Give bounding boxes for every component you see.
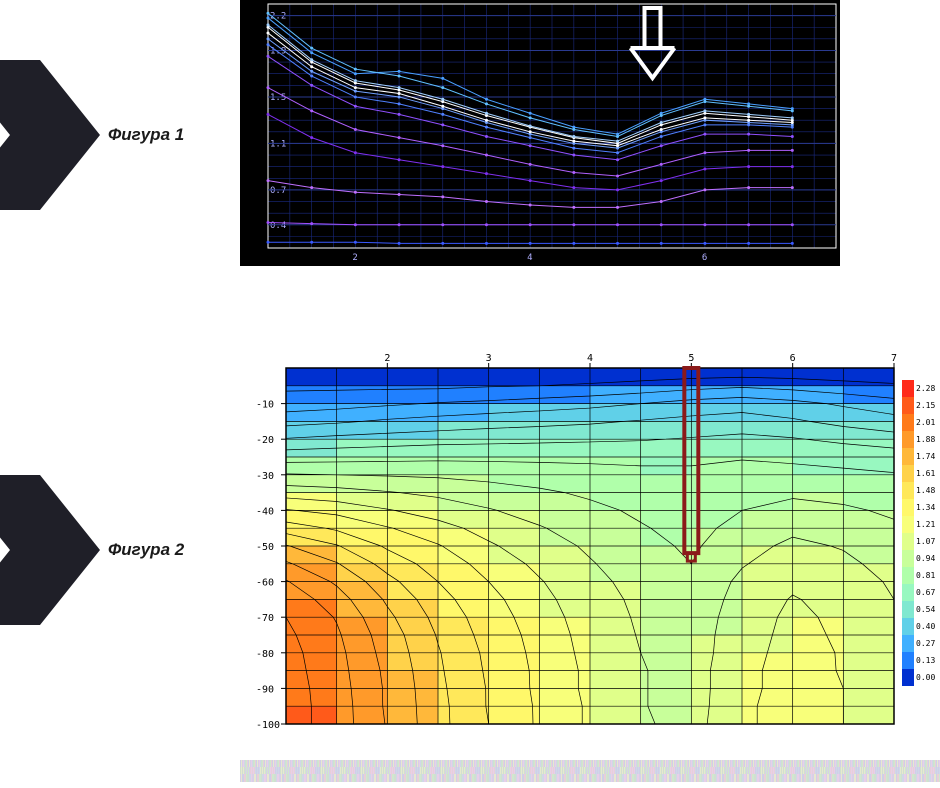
- svg-text:-20: -20: [256, 435, 274, 446]
- legend-value: 0.54: [914, 605, 935, 614]
- legend-row: 2.01: [902, 414, 938, 431]
- legend-row: 0.81: [902, 567, 938, 584]
- legend-row: 0.40: [902, 618, 938, 635]
- legend-value: 0.13: [914, 656, 935, 665]
- figure2-legend: 2.28 2.15 2.01 1.88 1.74 1.61 1.48 1.34 …: [902, 380, 938, 686]
- svg-text:6: 6: [702, 253, 707, 263]
- svg-text:2: 2: [384, 353, 390, 364]
- legend-value: 0.94: [914, 554, 935, 563]
- legend-value: 1.74: [914, 452, 935, 461]
- legend-value: 1.07: [914, 537, 935, 546]
- figure1-chart: 0.40.71.11.51.92.2246: [240, 0, 840, 266]
- legend-value: 0.27: [914, 639, 935, 648]
- legend-row: 0.13: [902, 652, 938, 669]
- legend-row: 1.34: [902, 499, 938, 516]
- svg-text:2: 2: [352, 253, 357, 263]
- svg-text:-60: -60: [256, 578, 274, 589]
- legend-value: 0.81: [914, 571, 935, 580]
- legend-value: 2.28: [914, 384, 935, 393]
- svg-text:7: 7: [891, 353, 897, 364]
- legend-row: 1.48: [902, 482, 938, 499]
- figure2-label-block: Фигура 2: [0, 475, 184, 625]
- legend-row: 2.28: [902, 380, 938, 397]
- svg-text:-100: -100: [256, 720, 280, 730]
- legend-row: 0.67: [902, 584, 938, 601]
- arrow-shape-2: [0, 475, 100, 625]
- svg-text:-80: -80: [256, 649, 274, 660]
- svg-text:3: 3: [486, 353, 492, 364]
- legend-row: 1.61: [902, 465, 938, 482]
- legend-row: 0.54: [902, 601, 938, 618]
- legend-value: 0.00: [914, 673, 935, 682]
- legend-row: 1.21: [902, 516, 938, 533]
- legend-value: 1.21: [914, 520, 935, 529]
- legend-value: 1.61: [914, 469, 935, 478]
- figure1-label-block: Фигура 1: [0, 60, 184, 210]
- svg-text:4: 4: [587, 353, 593, 364]
- legend-value: 1.88: [914, 435, 935, 444]
- svg-text:4: 4: [527, 253, 532, 263]
- legend-value: 2.01: [914, 418, 935, 427]
- figure1-label: Фигура 1: [108, 125, 184, 145]
- legend-value: 0.40: [914, 622, 935, 631]
- legend-value: 1.48: [914, 486, 935, 495]
- legend-value: 0.67: [914, 588, 935, 597]
- svg-text:1.5: 1.5: [270, 93, 286, 103]
- svg-text:0.7: 0.7: [270, 186, 286, 196]
- svg-text:1.1: 1.1: [270, 139, 286, 149]
- legend-row: 2.15: [902, 397, 938, 414]
- svg-text:-90: -90: [256, 684, 274, 695]
- legend-row: 0.94: [902, 550, 938, 567]
- legend-value: 2.15: [914, 401, 935, 410]
- legend-row: 0.27: [902, 635, 938, 652]
- svg-text:-30: -30: [256, 471, 274, 482]
- noise-strip: [240, 760, 940, 782]
- svg-text:-10: -10: [256, 400, 274, 411]
- svg-text:-40: -40: [256, 506, 274, 517]
- legend-row: 1.74: [902, 448, 938, 465]
- legend-row: 1.88: [902, 431, 938, 448]
- legend-value: 1.34: [914, 503, 935, 512]
- legend-row: 0.00: [902, 669, 938, 686]
- svg-text:5: 5: [688, 353, 694, 364]
- figure2-chart: 2 3 4 5 6 7 -10 -20 -30 -40 -50 -60 -70 -80 -90 -100 2.…: [240, 350, 940, 730]
- figure2-label: Фигура 2: [108, 540, 184, 560]
- svg-text:-50: -50: [256, 542, 274, 553]
- legend-row: 1.07: [902, 533, 938, 550]
- arrow-shape-1: [0, 60, 100, 210]
- svg-text:6: 6: [790, 353, 796, 364]
- svg-text:-70: -70: [256, 613, 274, 624]
